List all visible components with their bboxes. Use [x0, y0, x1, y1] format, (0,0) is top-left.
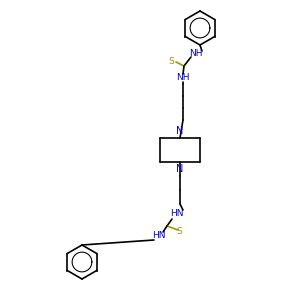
Text: S: S	[176, 227, 182, 236]
Text: HN: HN	[170, 209, 184, 218]
Text: HN: HN	[152, 232, 166, 241]
Text: N: N	[176, 164, 184, 174]
Text: N: N	[176, 126, 184, 136]
Text: NH: NH	[189, 50, 203, 58]
Text: NH: NH	[176, 74, 190, 82]
Text: S: S	[168, 56, 174, 65]
